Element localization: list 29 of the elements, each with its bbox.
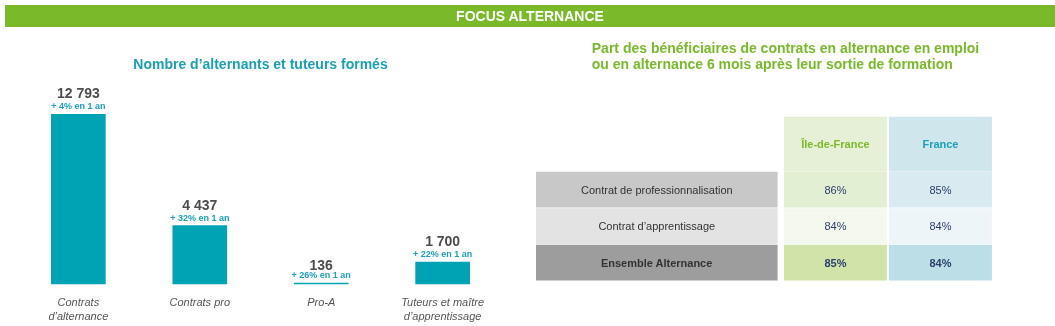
bar <box>172 225 228 285</box>
y-tick-label: Ensemble Alternance <box>600 256 713 269</box>
data-label: 85% <box>929 183 952 196</box>
data-label: 1 700 <box>425 233 461 250</box>
annotation: + 22% en 1 an <box>413 249 473 260</box>
y-tick-label: Contrat de professionnalisation <box>580 183 733 196</box>
x-tick-label: Contrats pro <box>169 295 231 308</box>
annotation: + 4% en 1 an <box>51 101 106 112</box>
data-label: 86% <box>824 183 847 196</box>
x-tick-label: Contrats d’alternance <box>48 295 109 322</box>
x-tick-label: France <box>922 138 959 151</box>
bar <box>415 261 470 285</box>
data-label: 84% <box>929 220 952 233</box>
chart-title: Nombre d’alternants et tuteurs formés <box>133 55 388 72</box>
y-tick-label: Contrat d’apprentissage <box>598 220 716 233</box>
annotation: + 32% en 1 an <box>170 212 230 223</box>
chart-title: Part des bénéficiaires de contrats en alternance en emploi ou en alternance 6 mois après leur sortie de formation <box>591 39 980 72</box>
text: FOCUS ALTERNANCE <box>456 7 604 26</box>
data-label: 84% <box>824 220 847 233</box>
x-tick-label: Pro-A <box>307 295 336 308</box>
x-tick-label: Tuteurs et maître d’apprentissage <box>401 295 485 322</box>
data-label: 84% <box>929 256 952 269</box>
data-label: 136 <box>309 256 334 273</box>
x-tick-label: Île-de-France <box>800 138 870 151</box>
bar <box>51 114 106 285</box>
data-label: 4 437 <box>182 196 218 213</box>
data-label: 12 793 <box>56 85 100 102</box>
annotation: + 26% en 1 an <box>291 270 351 281</box>
data-label: 85% <box>824 256 847 269</box>
